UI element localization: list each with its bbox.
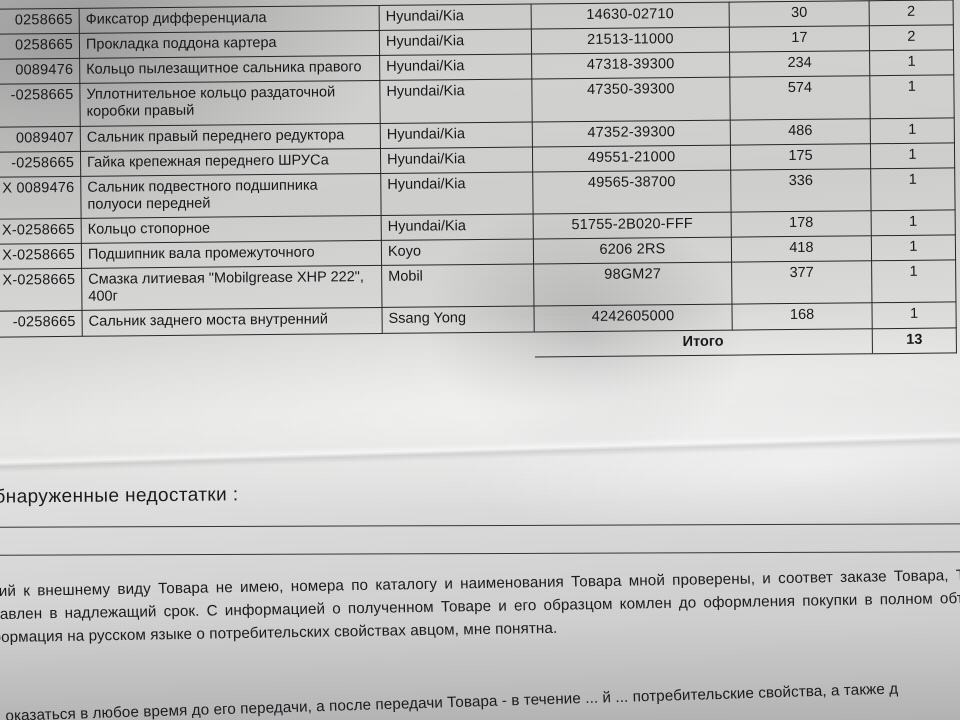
cell-name: Сальник правый переднего редуктора [80,122,381,151]
cell-code: -0258665 [0,310,83,337]
disclaimer-paragraph: тензий к внешнему виду Товара не имею, н… [0,563,960,649]
cell-code: X-0258665 [0,218,82,245]
cell-name: Сальник заднего моста внутренний [82,307,383,336]
cell-name: Кольцо пылезащитное сальника правого [79,55,380,84]
defects-blank-line-2 [0,551,960,556]
cell-price: 336 [730,168,872,213]
cell-quantity: 2 [869,25,954,51]
cell-part-number: 4242605000 [533,304,733,332]
cell-maker: Hyundai/Kia [381,213,534,241]
disclaimer-text-cut: б ... оказаться в любое время до его пер… [0,680,899,720]
cell-price: 234 [729,50,870,78]
total-label: Итого [534,328,873,357]
cell-name: Гайка крепежная переднего ШРУСа [80,148,381,177]
defects-blank-line-1 [0,523,960,528]
cell-quantity: 1 [869,50,954,77]
cell-code: X-0258665 [0,243,82,270]
parts-table-wrapper: 0258665 Фиксатор дифференциала Hyundai/Kia… [0,0,957,363]
cell-part-number: 51755-2B020-FFF [533,212,732,240]
cell-maker: Hyundai/Kia [379,79,533,123]
cell-price: 418 [731,235,872,263]
cell-maker: Hyundai/Kia [380,146,533,174]
cell-part-number: 14630-02710 [531,2,730,30]
cell-price: 168 [731,303,873,330]
cell-maker: Ssang Yong [381,306,535,333]
cell-name: Кольцо стопорное [81,215,382,244]
cell-price: 377 [731,260,872,305]
cell-maker: Hyundai/Kia [380,171,534,216]
cell-code: X-0258665 [0,268,83,312]
cell-code: 0089407 [0,125,81,153]
cell-quantity: 1 [871,260,956,304]
cell-price: 30 [729,0,870,28]
cell-part-number: 47352-39300 [532,119,731,147]
cell-code: 0089476 [0,58,80,85]
cell-maker: Hyundai/Kia [379,54,532,81]
defects-section: Обнаруженные недостатки : [0,477,960,558]
cell-price: 175 [730,143,871,170]
cell-name: Фиксатор дифференциала [79,5,380,34]
cell-part-number: 98GM27 [533,262,732,307]
cell-quantity: 1 [871,302,957,329]
defects-title: Обнаруженные недостатки : [0,484,239,508]
cell-total-blank-3 [382,332,534,359]
cell-code: 0258665 [0,8,80,35]
cell-quantity: 2 [869,0,954,26]
cell-part-number: 49565-38700 [532,169,732,214]
cell-code: -0258665 [0,83,81,127]
cell-price: 486 [730,118,871,145]
cell-quantity: 1 [871,209,956,236]
cell-maker: Hyundai/Kia [380,121,533,149]
cell-quantity: 1 [870,117,955,144]
cell-price: 178 [731,210,872,238]
cell-name: Уплотнительное кольцо раздаточной коробк… [79,80,381,126]
cell-maker: Koyo [381,239,534,266]
cell-total-blank-2 [82,333,382,361]
cell-total-blank-1 [0,336,82,362]
cell-part-number: 21513-11000 [531,27,730,55]
disclaimer-paragraph-cut: б ... оказаться в любое время до его пер… [0,674,960,720]
cell-code: -0258665 [0,150,81,178]
cell-name: Подшипник вала промежуточного [81,240,382,269]
cell-maker: Hyundai/Kia [379,29,532,56]
cell-part-number: 47350-39300 [531,77,731,122]
cell-quantity: 1 [871,235,956,261]
parts-table: 0258665 Фиксатор дифференциала Hyundai/Kia… [0,0,957,362]
cell-part-number: 6206 2RS [533,237,732,265]
total-value: 13 [872,327,957,354]
cell-code: 0258665 [0,33,80,60]
cell-price: 574 [729,76,871,120]
cell-maker: Mobil [381,264,534,308]
disclaimer-text: тензий к внешнему виду Товара не имею, н… [0,566,960,647]
cell-maker: Hyundai/Kia [379,3,532,31]
cell-name: Смазка литиевая "Mobilgrease XHP 222", 4… [81,265,382,311]
cell-code: X 0089476 [0,176,82,220]
cell-part-number: 49551-21000 [532,144,731,172]
cell-name: Сальник подвестного подшипника полуоси п… [80,173,382,219]
cell-part-number: 47318-39300 [531,52,730,80]
cell-name: Прокладка поддона картера [79,30,380,59]
cell-price: 17 [729,25,870,53]
cell-quantity: 1 [870,167,956,211]
cell-quantity: 1 [870,142,955,169]
cell-quantity: 1 [869,75,955,119]
